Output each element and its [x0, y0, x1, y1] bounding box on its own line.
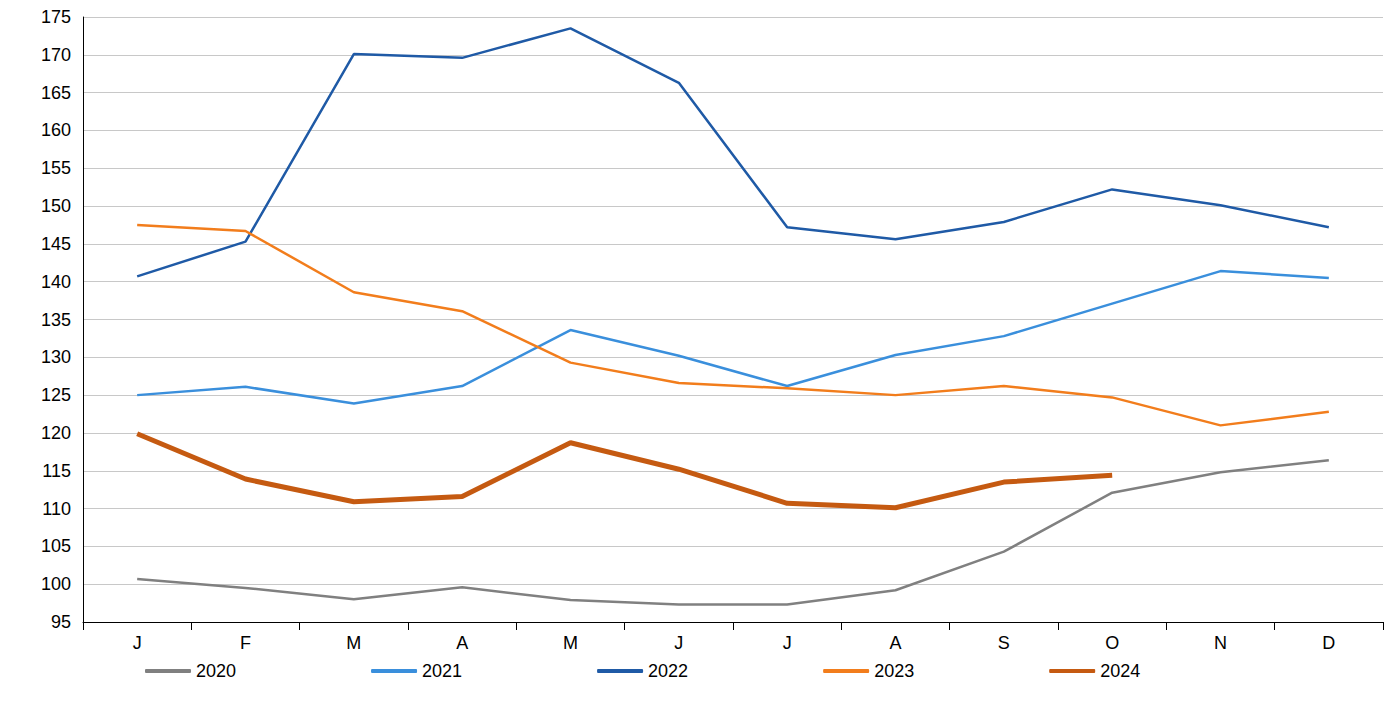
svg-text:130: 130 [41, 347, 71, 367]
svg-text:170: 170 [41, 45, 71, 65]
svg-text:105: 105 [41, 536, 71, 556]
svg-text:N: N [1214, 633, 1227, 653]
svg-text:95: 95 [51, 612, 71, 632]
svg-text:145: 145 [41, 234, 71, 254]
svg-text:125: 125 [41, 385, 71, 405]
svg-text:155: 155 [41, 158, 71, 178]
svg-text:J: J [133, 633, 142, 653]
svg-text:150: 150 [41, 196, 71, 216]
svg-text:110: 110 [42, 499, 71, 519]
svg-text:115: 115 [42, 461, 71, 481]
svg-text:F: F [240, 633, 251, 653]
svg-text:160: 160 [41, 120, 71, 140]
svg-text:140: 140 [41, 272, 71, 292]
svg-text:M: M [563, 633, 578, 653]
svg-text:A: A [456, 633, 468, 653]
svg-text:120: 120 [41, 423, 71, 443]
svg-text:175: 175 [41, 7, 71, 27]
svg-text:2021: 2021 [422, 661, 462, 681]
svg-text:M: M [346, 633, 361, 653]
svg-text:D: D [1322, 633, 1335, 653]
svg-text:S: S [998, 633, 1010, 653]
svg-text:2024: 2024 [1100, 661, 1140, 681]
svg-text:A: A [889, 633, 901, 653]
svg-text:100: 100 [41, 574, 71, 594]
svg-text:J: J [674, 633, 683, 653]
svg-text:135: 135 [41, 310, 71, 330]
svg-text:2023: 2023 [874, 661, 914, 681]
svg-text:2020: 2020 [196, 661, 236, 681]
svg-text:165: 165 [41, 83, 71, 103]
svg-text:O: O [1105, 633, 1119, 653]
svg-text:J: J [783, 633, 792, 653]
svg-text:2022: 2022 [648, 661, 688, 681]
